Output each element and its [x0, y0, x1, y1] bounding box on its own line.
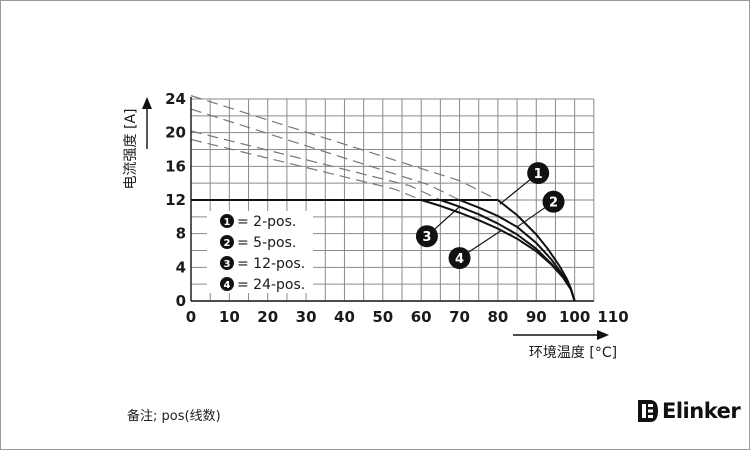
- y-tick-label: 24: [165, 90, 186, 108]
- x-tick-label: 10: [219, 308, 240, 326]
- y-tick-label: 20: [165, 124, 186, 142]
- x-tick-label: 80: [487, 308, 508, 326]
- y-tick-label: 0: [176, 292, 186, 310]
- dashed-extension-line: [190, 95, 499, 201]
- dashed-extension-line: [190, 108, 460, 201]
- legend-marker-number: 3: [224, 259, 231, 270]
- x-axis-title: 环境温度 [°C]: [529, 345, 617, 361]
- legend-label: = 12-pos.: [237, 256, 305, 272]
- dashed-extension-line: [190, 130, 441, 201]
- y-tick-label: 16: [165, 157, 186, 175]
- series-lines: [191, 199, 576, 302]
- callout-marker-3: [415, 225, 438, 248]
- legend-label: = 2-pos.: [237, 214, 296, 230]
- callout-marker-1: [527, 162, 550, 185]
- legend-label: = 24-pos.: [237, 277, 305, 293]
- callout-number: 3: [422, 230, 431, 245]
- callout-marker-2: [542, 190, 565, 213]
- y-axis-arrowhead: [142, 97, 152, 109]
- callout-number: 1: [534, 167, 543, 182]
- x-tick-label: 70: [449, 308, 470, 326]
- legend-marker-number: 1: [224, 217, 231, 228]
- x-tick-label: 0: [186, 308, 196, 326]
- x-tick-label: 20: [257, 308, 278, 326]
- legend-marker-2: [220, 235, 234, 249]
- y-tick-label: 12: [165, 191, 186, 209]
- brand-logo: Elinker: [637, 393, 747, 429]
- x-axis-arrowhead: [597, 330, 609, 340]
- legend-marker-number: 4: [224, 280, 231, 291]
- x-tick-label: 60: [411, 308, 432, 326]
- footnote: 备注; pos(线数): [127, 409, 221, 424]
- legend-marker-1: [220, 214, 234, 228]
- legend-label: = 5-pos.: [237, 235, 296, 251]
- legend-marker-number: 2: [224, 238, 231, 249]
- legend: 1 = 2-pos. 2 = 5-pos. 3 = 12-pos. 4 = 24-pos.: [207, 211, 313, 293]
- x-tick-label: 110: [597, 308, 628, 326]
- legend-marker-3: [220, 256, 234, 270]
- x-tick-label: 100: [559, 308, 590, 326]
- callouts: 12 3 4: [415, 162, 565, 270]
- dashed-extensions: [190, 95, 499, 201]
- dashed-extension-line: [190, 138, 422, 201]
- brand-logo-text: Elinker: [662, 399, 741, 423]
- callout-marker-4: [448, 247, 471, 270]
- x-tick-label: 90: [526, 308, 547, 326]
- axes: [142, 97, 609, 340]
- y-tick-label: 8: [176, 225, 186, 243]
- y-axis-title: 电流强度 [A]: [123, 109, 139, 190]
- callout-number: 4: [455, 252, 464, 267]
- callout-number: 2: [549, 196, 558, 211]
- series-line-4: [191, 199, 576, 302]
- y-tick-label: 4: [176, 258, 186, 276]
- x-tick-label: 50: [372, 308, 393, 326]
- x-tick-label: 40: [334, 308, 355, 326]
- x-tick-label: 30: [296, 308, 317, 326]
- elinker-logo-icon: [638, 400, 658, 422]
- legend-marker-4: [220, 277, 234, 291]
